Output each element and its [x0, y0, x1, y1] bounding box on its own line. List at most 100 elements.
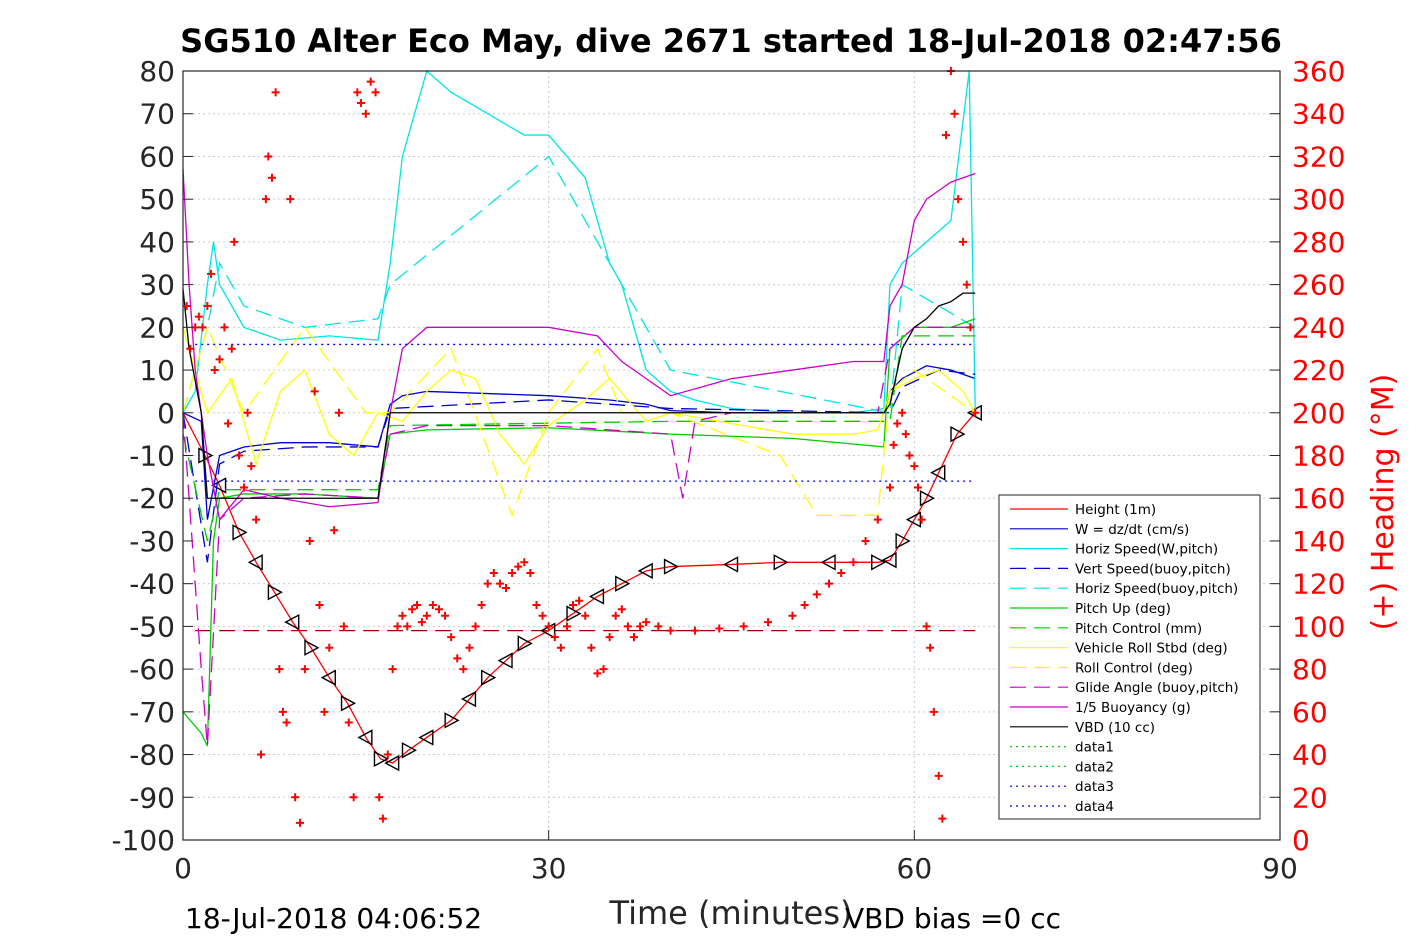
heading-point — [447, 633, 456, 642]
legend-label-pitch-control-mm: Pitch Control (mm) — [1075, 621, 1202, 637]
legend-label-roll-control-deg: Roll Control (deg) — [1075, 660, 1193, 676]
heading-point — [356, 99, 365, 108]
heading-point — [339, 622, 348, 631]
height-marker — [497, 652, 513, 669]
heading-point — [764, 618, 773, 627]
height-marker — [373, 750, 389, 767]
y-right-tick-label: 0 — [1292, 824, 1310, 857]
heading-point — [962, 280, 971, 289]
heading-point — [617, 605, 626, 614]
y-tick-label: -60 — [129, 653, 175, 686]
series-line-horiz-speed-w-pitch — [182, 69, 976, 414]
y-tick-label: -40 — [129, 568, 175, 601]
heading-point — [291, 793, 300, 802]
heading-point — [300, 665, 309, 674]
heading-point — [526, 568, 535, 577]
y-right-axis-label: (+) Heading (°M) — [1366, 374, 1401, 631]
y-right-tick-label: 120 — [1292, 568, 1345, 601]
heading-point — [954, 195, 963, 204]
heading-point — [922, 622, 931, 631]
y-tick-label: -10 — [129, 440, 175, 473]
heading-point — [929, 707, 938, 716]
x-tick-label: 60 — [897, 852, 933, 885]
heading-point — [278, 707, 287, 716]
heading-point — [800, 601, 809, 610]
heading-point — [371, 88, 380, 97]
height-marker — [881, 551, 897, 569]
height-marker — [723, 556, 739, 573]
series-line-vert-speed-buoy-pitch — [182, 369, 976, 563]
y-right-tick-label: 300 — [1292, 183, 1345, 216]
height-marker — [232, 524, 248, 541]
heading-point — [898, 408, 907, 417]
height-marker — [304, 639, 320, 656]
heading-point — [715, 624, 724, 633]
heading-point — [267, 173, 276, 182]
legend-label-horiz-speed-w-pitch: Horiz Speed(W,pitch) — [1075, 542, 1218, 558]
heading-point — [203, 301, 212, 310]
height-marker — [247, 554, 263, 571]
heading-point — [275, 665, 284, 674]
heading-point — [235, 451, 244, 460]
heading-point — [556, 643, 565, 652]
heading-point — [388, 665, 397, 674]
heading-point — [520, 558, 529, 567]
heading-point — [544, 622, 553, 631]
heading-point — [408, 605, 417, 614]
heading-point — [593, 669, 602, 678]
heading-point — [186, 344, 195, 353]
heading-point — [861, 536, 870, 545]
heading-point — [502, 583, 511, 592]
height-marker — [460, 690, 477, 708]
height-marker — [615, 575, 631, 592]
heading-point — [926, 643, 935, 652]
axis-ticks: 0 30 60 9080706050403020100-10-20-30-40-50-… — [111, 55, 1345, 885]
y-tick-label: -70 — [129, 696, 175, 729]
heading-point — [239, 483, 248, 492]
heading-point — [471, 622, 480, 631]
y-tick-label: -90 — [129, 781, 175, 814]
legend-label-vert-speed-buoy-pitch: Vert Speed(buoy,pitch) — [1075, 561, 1231, 577]
y-tick-label: -30 — [129, 525, 175, 558]
y-right-tick-label: 80 — [1292, 653, 1328, 686]
y-tick-label: -100 — [111, 824, 175, 857]
chart-title: SG510 Alter Eco May, dive 2671 started 1… — [180, 22, 1282, 60]
y-tick-label: 40 — [139, 226, 175, 259]
heading-point — [207, 269, 216, 278]
heading-point — [243, 408, 252, 417]
heading-point — [873, 515, 882, 524]
heading-point — [264, 152, 273, 161]
y-right-tick-label: 160 — [1292, 482, 1345, 515]
heading-point — [344, 718, 353, 727]
legend: Height (1m) W = dz/dt (cm/s) Horiz Speed(W… — [998, 494, 1261, 820]
legend-label-height-1m: Height (1m) — [1075, 502, 1156, 518]
legend-label-1-5-buoyancy-g: 1/5 Buoyancy (g) — [1075, 700, 1191, 716]
heading-point — [252, 515, 261, 524]
heading-point — [282, 718, 291, 727]
heading-point — [296, 818, 305, 827]
legend-label-vbd-10-cc: VBD (10 cc) — [1075, 720, 1155, 736]
heading-point — [330, 526, 339, 535]
heading-point — [320, 707, 329, 716]
height-marker — [357, 729, 373, 746]
heading-point — [605, 633, 614, 642]
heading-point — [349, 793, 358, 802]
heading-point — [893, 419, 902, 428]
height-marker — [198, 447, 214, 464]
heading-point — [971, 408, 980, 417]
heading-point — [483, 579, 492, 588]
heading-point — [739, 622, 748, 631]
heading-point — [901, 430, 910, 439]
y-tick-label: 20 — [139, 311, 175, 344]
heading-point — [383, 750, 392, 759]
y-tick-label: -80 — [129, 739, 175, 772]
heading-point — [305, 536, 314, 545]
heading-point — [934, 771, 943, 780]
y-right-tick-label: 40 — [1292, 739, 1328, 772]
footer-vbd-bias: VBD bias =0 cc — [845, 902, 1061, 935]
y-right-tick-label: 260 — [1292, 269, 1345, 302]
heading-point — [375, 793, 384, 802]
height-marker — [320, 669, 336, 686]
y-right-tick-label: 280 — [1292, 226, 1345, 259]
